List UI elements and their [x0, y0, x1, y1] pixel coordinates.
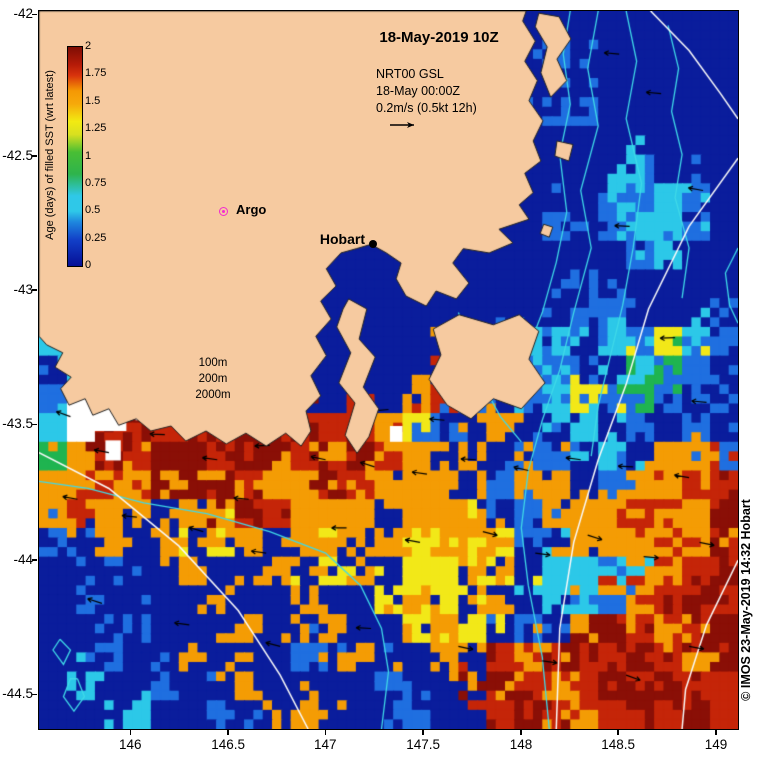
x-tick-label: 146	[119, 737, 142, 752]
contour-label-2000m: 2000m	[195, 389, 231, 401]
x-tick-mark	[129, 730, 132, 735]
colorbar-tick-label: 1.25	[85, 122, 107, 135]
y-tick-mark	[31, 693, 37, 695]
x-tick-mark	[324, 730, 327, 735]
y-tick-label: -43.5	[2, 416, 33, 432]
colorbar-tick-label: 2	[85, 40, 92, 52]
x-tick-label: 148.5	[601, 737, 636, 752]
y-tick-mark	[31, 559, 37, 561]
x-tick-mark	[520, 730, 522, 735]
argo-label: Argo	[236, 202, 267, 217]
y-tick-label: -42.5	[2, 147, 33, 163]
x-tick-mark	[617, 730, 619, 735]
colorbar-gradient	[67, 46, 83, 267]
contour-label-200m: 200m	[198, 373, 228, 385]
credit-text: © IMOS 23-May-2019 14:32 Hobart	[739, 499, 753, 701]
x-tick-mark	[715, 730, 717, 735]
colorbar-tick-label: 1.5	[85, 94, 101, 107]
legend-product-label: NRT00 GSL	[376, 67, 444, 81]
colorbar-axis-label: Age (days) of filled SST (wrt latest)	[44, 70, 56, 240]
colorbar-tick-label: 0.25	[85, 231, 107, 244]
x-tick-label: 149	[704, 737, 728, 752]
x-tick-label: 148	[509, 737, 533, 752]
y-tick-mark	[31, 423, 37, 426]
y-tick-mark	[31, 155, 37, 157]
y-tick-mark	[31, 13, 37, 16]
x-tick-label: 146.5	[211, 737, 246, 752]
y-tick-label: -44.5	[2, 686, 33, 702]
velocity-scale-arrow-icon	[390, 122, 414, 128]
legend-datetime-label: 18-May 00:00Z	[376, 84, 461, 98]
x-tick-mark	[422, 730, 424, 735]
contour-label-100m: 100m	[198, 357, 228, 369]
legend-scale-label: 0.2m/s (0.5kt 12h)	[376, 101, 477, 115]
hobart-city-marker-icon	[369, 240, 377, 248]
plot-title: 18-May-2019 10Z	[379, 29, 499, 46]
hobart-label: Hobart	[319, 231, 365, 247]
depth-contour-labels: 100m 200m 2000m	[177, 355, 249, 403]
colorbar-tick-label: 0.75	[85, 176, 107, 189]
velocity-key: NRT00 GSL 18-May 00:00Z 0.2m/s (0.5kt 12…	[376, 66, 477, 130]
colorbar-tick-label: 0	[85, 259, 92, 271]
x-tick-label: 147	[314, 737, 337, 752]
y-tick-label: -44	[13, 551, 33, 567]
colorbar-tick-label: 1	[85, 149, 92, 162]
y-tick-mark	[31, 289, 37, 291]
y-tick-label: -42	[13, 6, 33, 22]
argo-float-marker-icon	[219, 207, 228, 216]
x-tick-label: 147.5	[406, 737, 441, 752]
sst-raster-canvas	[39, 11, 738, 729]
colorbar-tick-label: 0.5	[85, 204, 101, 217]
colorbar-tick-label: 1.75	[85, 67, 107, 80]
x-tick-mark	[227, 730, 229, 735]
y-tick-label: -43	[13, 282, 33, 298]
map-plot-area: 18-May-2019 10Z NRT00 GSL 18-May 00:00Z …	[38, 10, 739, 730]
